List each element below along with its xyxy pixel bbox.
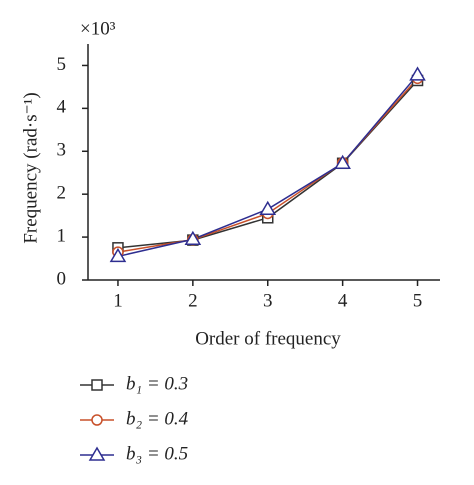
y-axis-label: Frequency (rad·s⁻¹) [20,92,41,243]
marker [409,66,426,81]
x-tick-label: 3 [263,290,273,311]
series-line [117,74,419,258]
x-tick-label: 4 [338,290,348,311]
legend-marker [91,414,103,426]
marker [259,200,277,215]
legend-marker [88,446,106,461]
y-tick-label: 2 [57,183,67,204]
x-axis-label: Order of frequency [195,328,341,349]
marker [109,247,127,263]
y-tick-label: 5 [57,54,67,75]
legend-marker [91,379,103,391]
legend-label: b₁ = 0.3 [126,373,188,394]
x-tick-label: 5 [413,290,423,311]
legend-label: b₃ = 0.5 [126,443,188,464]
x-tick-label: 1 [113,290,123,311]
series-line [117,77,419,253]
x-tick-label: 2 [188,290,198,311]
y-tick-label: 4 [57,97,67,118]
y-tick-label: 0 [57,268,67,289]
y-tick-label: 1 [57,225,67,246]
legend-label: b₂ = 0.4 [126,408,189,429]
marker [184,230,202,245]
y-tick-label: 3 [57,140,67,161]
y-multiplier: ×10³ [80,18,116,39]
marker [334,154,351,170]
